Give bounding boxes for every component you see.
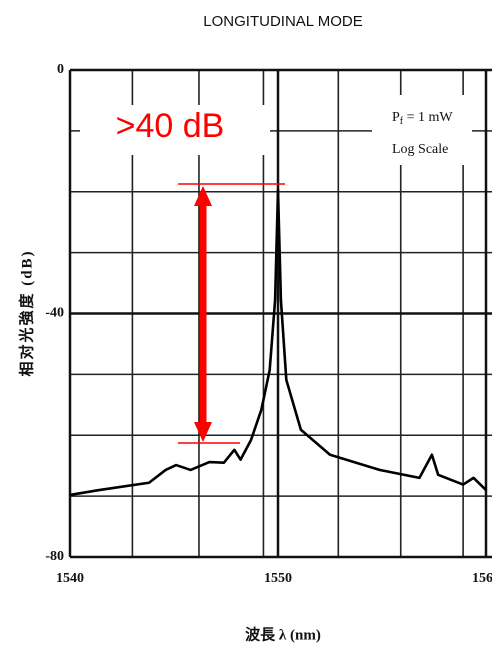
note-bg [372,95,472,165]
x-tick-label: 1550 [264,571,292,586]
condition-subscript: f [400,116,404,127]
condition-symbol: P [392,110,400,125]
y-tick-label: -40 [45,306,64,321]
annotation-bg [80,105,270,155]
scale-note: Log Scale [392,142,448,157]
chart-title: LONGITUDINAL MODE [203,13,362,30]
y-tick-label: -80 [45,549,64,564]
y-tick-label: 0 [57,62,64,77]
level-arrow [178,183,285,444]
y-axis-label: 相对光強度 (dB) [17,249,35,376]
condition-rest: = 1 mW [403,110,453,125]
x-tick-label: 1540 [56,571,84,586]
spectrum-line [69,188,487,497]
arrow-head [194,186,212,206]
arrow-head [194,422,212,442]
x-axis-label: 波長 λ (nm) [245,625,321,643]
condition: Pf = 1 mW [392,110,453,127]
annotation: >40 dB [116,107,225,145]
plot [69,188,487,497]
